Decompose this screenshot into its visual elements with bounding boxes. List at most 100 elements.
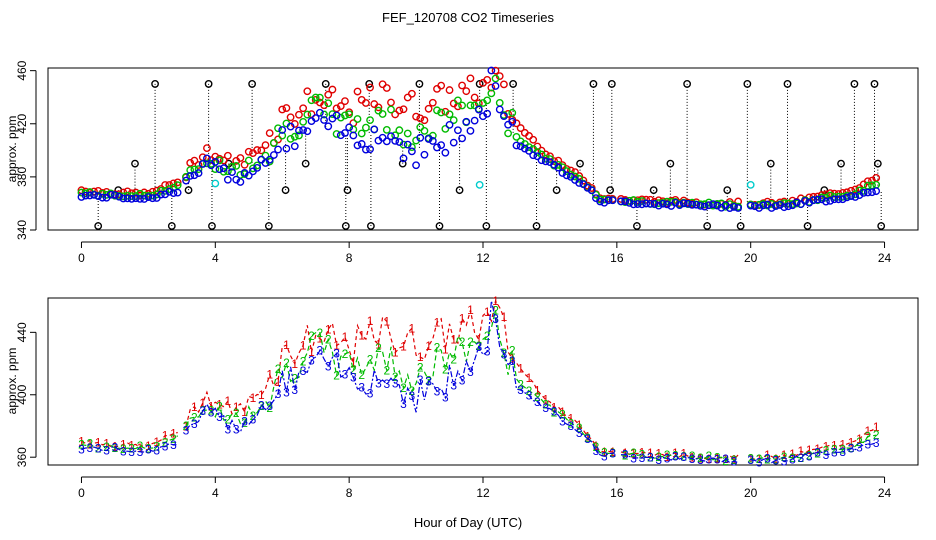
series-2-point (336, 113, 345, 122)
series-2-symbol: 2 (492, 303, 499, 317)
series-3-point (194, 169, 203, 177)
series-3-point (621, 197, 630, 206)
series-3-point (433, 143, 441, 152)
series-2-symbol: 2 (789, 451, 796, 465)
series-2-point (512, 132, 521, 141)
series-3-point (780, 203, 789, 212)
series-3-point (449, 138, 458, 147)
series-3-point (454, 126, 462, 135)
series-1-symbol: 1 (225, 394, 232, 408)
series-3-point (822, 197, 830, 206)
series-1-point (378, 80, 387, 89)
series-3-point (98, 193, 107, 202)
series-3-point (487, 66, 496, 75)
series-1-symbol: 1 (300, 338, 307, 352)
series-2-symbol: 2 (484, 329, 491, 343)
series-2-point (483, 96, 492, 105)
series-1-line (81, 431, 178, 449)
series-2-point (767, 200, 776, 208)
series-3-symbol: 3 (400, 397, 407, 411)
series-2-point (165, 185, 174, 193)
series-3-symbol: 3 (501, 348, 508, 362)
series-2-symbol: 2 (647, 451, 654, 465)
series-3-symbol: 3 (442, 391, 449, 405)
marker-point (167, 222, 176, 230)
series-1-point (374, 103, 383, 112)
series-3-symbol: 3 (342, 367, 349, 381)
series-2-symbol: 2 (383, 364, 390, 378)
y-tick-label-top: 380 (15, 167, 29, 187)
series-2-point (211, 165, 220, 173)
series-3-point (169, 189, 178, 197)
series-2-point (454, 96, 462, 105)
series-3-symbol: 3 (300, 364, 307, 378)
series-1-point (366, 83, 374, 92)
series-3-symbol: 3 (559, 414, 566, 428)
series-3-symbol: 3 (756, 456, 763, 470)
series-2-symbol: 2 (291, 372, 298, 386)
series-3-symbol: 3 (216, 410, 223, 424)
series-3-symbol: 3 (864, 437, 871, 451)
series-1-point (504, 110, 512, 118)
series-1-point (466, 74, 475, 83)
series-3-symbol: 3 (764, 452, 771, 466)
series-2-symbol: 2 (191, 410, 198, 424)
series-3-symbol: 3 (459, 374, 466, 388)
series-2-point (872, 180, 881, 189)
marker-point (633, 222, 641, 230)
x-tick-label-top: 0 (78, 251, 85, 265)
series-3-symbol: 3 (225, 422, 232, 436)
series-1-symbol: 1 (609, 445, 616, 459)
series-1-symbol: 1 (864, 424, 871, 438)
series-3-point (826, 196, 835, 205)
series-2-line (620, 452, 739, 462)
series-3-point (633, 200, 642, 208)
series-1-point (420, 116, 429, 125)
marker-point (435, 222, 444, 230)
series-2-point (324, 99, 333, 108)
series-3-point (144, 193, 153, 201)
series-1-point (826, 189, 835, 198)
series-1-symbol: 1 (781, 448, 788, 462)
series-1-symbol: 1 (266, 368, 273, 382)
series-3-point (253, 163, 262, 172)
series-1-symbol: 1 (664, 450, 671, 464)
series-3-point (809, 196, 818, 205)
series-1-symbol: 1 (559, 405, 566, 419)
marker-point (837, 159, 845, 168)
series-1-point (863, 177, 872, 186)
marker-point (415, 80, 424, 88)
series-3-point (730, 203, 738, 211)
series-2-symbol: 2 (814, 446, 821, 460)
series-1-symbol: 1 (383, 315, 390, 329)
series-1-symbol: 1 (283, 338, 290, 352)
x-tick-label-top: 16 (610, 251, 624, 265)
series-1-point (257, 146, 266, 155)
marker-point (607, 80, 616, 88)
series-3-symbol: 3 (162, 440, 169, 454)
series-3-symbol: 3 (120, 444, 127, 458)
series-2-point (303, 110, 312, 119)
series-3-point (320, 116, 328, 124)
marker-point (736, 222, 745, 230)
series-2-symbol: 2 (120, 442, 127, 456)
series-3-point (483, 109, 492, 118)
series-3-point (784, 202, 793, 211)
x-tick-label-top: 12 (476, 251, 490, 265)
series-3-symbol: 3 (814, 446, 821, 460)
series-2-point (366, 116, 374, 125)
x-axis-label: Hour of Day (UTC) (413, 515, 523, 530)
series-2-symbol: 2 (806, 448, 813, 462)
series-3-symbol: 3 (647, 451, 654, 465)
series-3-symbol: 3 (86, 441, 93, 455)
series-2-symbol: 2 (672, 448, 679, 462)
series-3-point (658, 199, 667, 208)
series-3-point (119, 194, 128, 203)
series-1-symbol: 1 (317, 332, 324, 346)
series-1-symbol: 1 (417, 350, 424, 364)
cyan-point (475, 180, 484, 189)
marker-point (248, 80, 257, 88)
series-2-symbol: 2 (731, 453, 738, 467)
series-1-symbol: 1 (250, 391, 257, 405)
series-3-point (357, 140, 366, 148)
